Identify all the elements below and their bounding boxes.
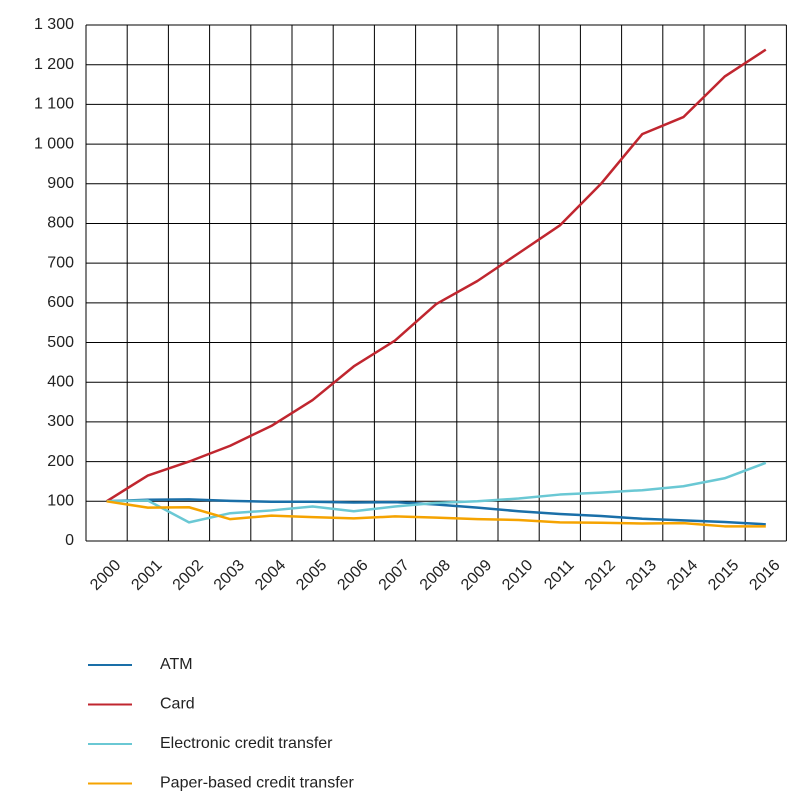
x-tick-label: 2000 xyxy=(87,557,124,594)
x-tick-label: 2014 xyxy=(664,557,701,594)
legend-label: Paper-based credit transfer xyxy=(160,775,355,792)
x-tick-label: 2002 xyxy=(170,557,207,594)
y-tick-label: 1 000 xyxy=(34,135,74,152)
y-tick-label: 900 xyxy=(47,175,74,192)
series-line xyxy=(105,48,767,503)
y-tick-label: 800 xyxy=(47,215,74,232)
y-tick-label: 400 xyxy=(47,373,74,390)
y-tick-label: 1 100 xyxy=(34,96,74,113)
x-tick-label: 2012 xyxy=(582,557,619,594)
y-tick-label: 1 200 xyxy=(34,56,74,73)
y-tick-label: 700 xyxy=(47,254,74,271)
y-tick-label: 500 xyxy=(47,334,74,351)
x-tick-label: 2015 xyxy=(705,557,742,594)
series-line xyxy=(106,500,766,528)
x-tick-label: 2007 xyxy=(376,557,413,594)
x-tick-label: 2001 xyxy=(128,557,165,594)
x-tick-label: 2011 xyxy=(541,557,577,593)
x-tick-label: 2005 xyxy=(293,557,330,594)
x-tick-label: 2008 xyxy=(417,557,454,594)
y-tick-label: 300 xyxy=(47,413,74,430)
y-tick-label: 0 xyxy=(65,532,74,549)
x-tick-label: 2003 xyxy=(211,557,248,594)
legend-label: ATM xyxy=(160,656,193,673)
y-tick-label: 1 300 xyxy=(34,16,74,33)
x-tick-label: 2013 xyxy=(623,557,660,594)
series-line xyxy=(106,498,766,526)
series-line xyxy=(106,461,767,524)
x-tick-label: 2006 xyxy=(334,557,371,594)
y-tick-label: 200 xyxy=(47,453,74,470)
legend-label: Electronic credit transfer xyxy=(160,735,333,752)
x-tick-label: 2009 xyxy=(458,557,495,594)
y-tick-label: 600 xyxy=(47,294,74,311)
y-tick-label: 100 xyxy=(47,493,74,510)
legend-label: Card xyxy=(160,696,195,713)
x-tick-label: 2004 xyxy=(252,557,289,594)
x-tick-label: 2010 xyxy=(499,557,536,594)
x-tick-label: 2016 xyxy=(746,557,783,594)
